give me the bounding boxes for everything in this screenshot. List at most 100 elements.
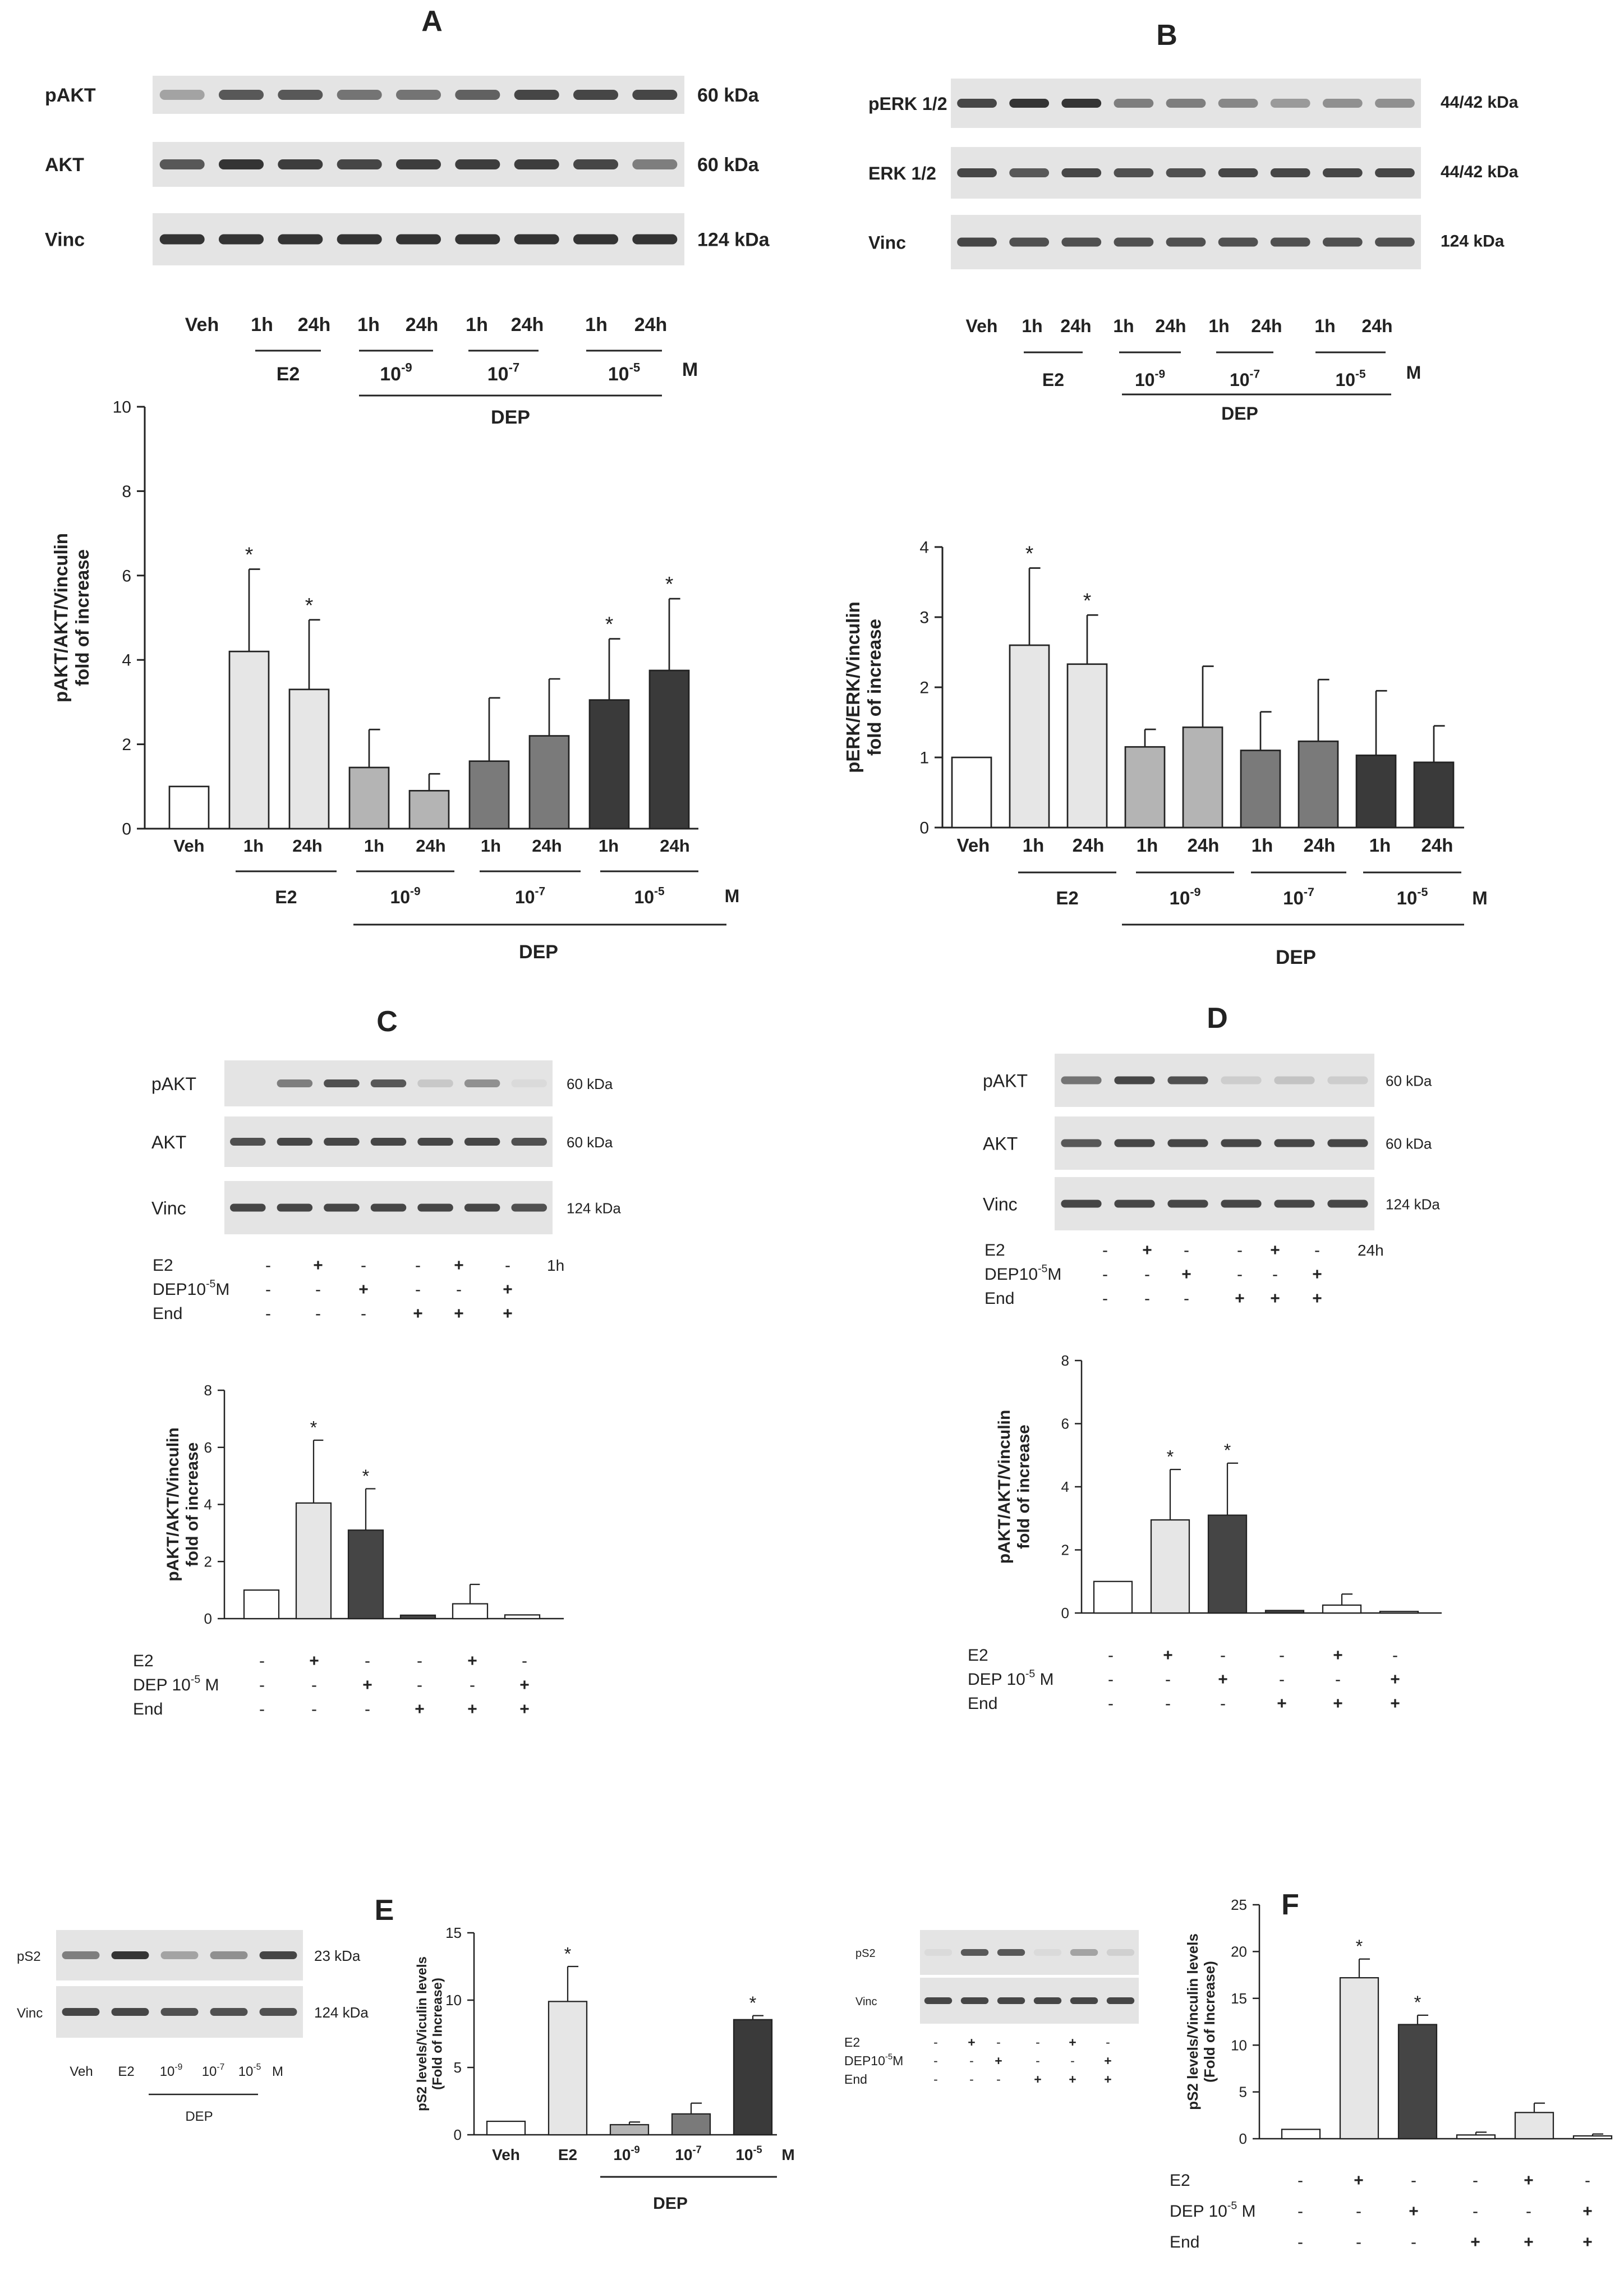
blot-treatment-sign: + (313, 1256, 323, 1275)
blot-band (511, 1138, 547, 1146)
chart-treatment-sign: + (519, 1700, 530, 1718)
chart-treatment-sign: + (309, 1652, 319, 1670)
x-tick-label: Veh (957, 835, 990, 856)
blot-band (514, 159, 559, 169)
x-tick-label-exponent: -5 (753, 2144, 762, 2155)
chart-group-label-exponent: -5 (1417, 885, 1428, 899)
blot-band (924, 1949, 953, 1956)
blot-row-vinc (920, 1978, 1139, 2024)
chart-group-label: 10-9 (1170, 885, 1201, 908)
blot-band (395, 90, 441, 100)
x-tick-label: 1h (243, 836, 264, 856)
blot-lane-label: 1h (585, 314, 608, 336)
blot-lane-label: Veh (70, 2064, 93, 2079)
bar (452, 1603, 489, 1620)
x-tick-label-exponent: -9 (631, 2144, 640, 2155)
blot-band (464, 1079, 500, 1087)
kda-label: 60 kDa (1386, 1136, 1432, 1152)
x-tick-label-exponent: -7 (692, 2144, 701, 2155)
chart-treatment-label-dep10-suffix: M (200, 1676, 219, 1694)
blot-treatment-sign: + (503, 1280, 513, 1299)
blot-band (278, 159, 323, 169)
y-axis-label-line1: pS2 levels/Vinculin levels (1184, 1933, 1201, 2110)
blot-group-label-exponent: -5 (1355, 368, 1366, 381)
chart-treatment-sign: - (1585, 2171, 1590, 2190)
blot-group-label-base: 10 (380, 364, 401, 385)
chart-treatment-sign: - (417, 1676, 422, 1694)
blot-band (455, 234, 500, 245)
blot-lane-label: 1h (251, 314, 273, 336)
bar (1397, 2024, 1438, 2140)
blot-band (1375, 99, 1415, 108)
y-axis-label-line2: fold of increase (72, 549, 93, 686)
blot-band (417, 1079, 453, 1087)
blot-band (1061, 1139, 1102, 1147)
chart-group-label-base: E2 (275, 887, 297, 907)
chart-treatment-sign: + (362, 1676, 372, 1694)
dep-label: DEP (519, 941, 558, 963)
y-axis-label-line1: pAKT/AKT/Vinculin (164, 1427, 182, 1581)
y-axis-label-line2: (Fold of Increase) (430, 1978, 445, 2090)
blot-treatment-sign: - (265, 1280, 271, 1299)
kda-label: 44/42 kDa (1441, 93, 1519, 112)
x-tick-label-base: Veh (492, 2146, 520, 2163)
y-tick-label: 10 (1231, 2037, 1247, 2053)
blot-label: Vinc (983, 1194, 1018, 1215)
blot-treatment-sign: - (265, 1256, 271, 1275)
chart-treatment-sign: - (259, 1676, 265, 1694)
blot-band (159, 234, 205, 245)
blot-band (337, 90, 382, 100)
panel-label-E: E (375, 1894, 394, 1927)
chart-group-label: 10-5 (1397, 885, 1428, 908)
chart-group-label: 10-9 (390, 885, 420, 907)
blot-group-label: 10-5 (608, 361, 640, 385)
bar (1298, 740, 1339, 829)
y-axis-label-line2: (Fold of Increase) (1201, 1961, 1218, 2083)
blot-treatment-label-dep10-exponent: -5 (885, 2052, 892, 2062)
chart-treatment-sign: + (1470, 2233, 1480, 2251)
chart-treatment-sign: + (1582, 2233, 1593, 2251)
bar (1150, 1519, 1190, 1614)
blot-row-ps2 (920, 1930, 1139, 1975)
panel-label-B: B (1156, 19, 1177, 52)
blot-band (514, 90, 559, 100)
panel-label-D: D (1207, 1002, 1228, 1035)
chart-treatment-sign: - (311, 1676, 317, 1694)
blot-treatment-sign: - (361, 1304, 366, 1323)
chart-treatment-sign: + (1333, 1646, 1343, 1665)
blot-band (111, 1951, 149, 1959)
blot-treatment-label-end: End (153, 1304, 182, 1323)
blot-lane-label: 10-5 (238, 2062, 261, 2079)
bar (1456, 2134, 1496, 2140)
chart-treatment-sign: + (1582, 2202, 1593, 2221)
blot-treatment-sign: - (933, 2053, 938, 2068)
blot-group-label-base: E2 (1042, 370, 1064, 390)
x-tick-label: 24h (1421, 835, 1453, 856)
blot-band (1167, 1139, 1208, 1147)
bar-chart-C: 0 2 4 6 8 * * pAKT/AKT/Vinculin fold of increase (164, 1382, 564, 1627)
chart-treatment-sign: - (1335, 1670, 1341, 1689)
bar (168, 785, 210, 830)
blot-treatment-sign: - (505, 1256, 510, 1275)
chart-treatment-sign: - (365, 1652, 370, 1670)
blot-band (1070, 1949, 1098, 1956)
blot-band (1166, 99, 1206, 108)
blot-band (1106, 1949, 1135, 1956)
blot-group-label: 10-5 (1335, 368, 1365, 390)
blot-band (1327, 1139, 1368, 1147)
blot-treatment-sign: + (1270, 1289, 1280, 1308)
chart-treatment-label-e2-base: E2 (1170, 2171, 1190, 2190)
blot-band (1375, 237, 1415, 247)
y-tick-label: 2 (919, 679, 929, 697)
chart-treatment-label-e2: E2 (133, 1652, 154, 1670)
blot-treatment-sign: - (996, 2072, 1001, 2087)
blot-band (1114, 168, 1154, 177)
blot-group-label: 10-9 (1135, 368, 1165, 390)
chart-treatment-sign: - (1279, 1670, 1285, 1689)
blot-band (573, 234, 619, 245)
blot-band (1274, 1200, 1315, 1208)
blot-band (1322, 99, 1363, 108)
blot-treatment-sign: - (1102, 1289, 1108, 1308)
